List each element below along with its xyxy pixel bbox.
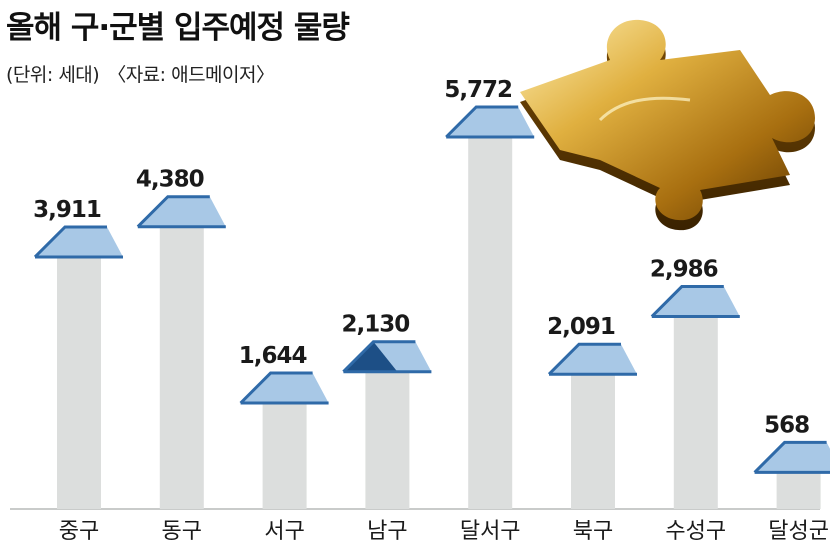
bar-roof [446, 107, 535, 137]
bar-8: 568 달성군 [753, 412, 830, 544]
bar-6: 2,091 북구 [547, 314, 637, 544]
bar-pillar [673, 316, 718, 509]
bar-roof-edge [650, 285, 724, 318]
category-label: 중구 [59, 519, 99, 544]
value-label: 3,911 [33, 197, 101, 223]
category-label: 수성구 [665, 519, 726, 544]
value-label: 1,644 [239, 343, 307, 369]
bar-roof [754, 442, 830, 473]
bar-roof [549, 344, 637, 375]
value-label: 2,130 [342, 312, 410, 338]
category-label: 서구 [264, 519, 304, 544]
unit-label: (단위: 세대) [6, 64, 100, 86]
bar-roof-edge [136, 195, 210, 228]
bar-pillar [468, 137, 513, 509]
source-label: 〈자료: 애드메이저〉 [107, 64, 275, 86]
bar-roof-edge [239, 371, 313, 405]
bar-roof-edge [753, 440, 827, 474]
bar-roof [137, 196, 226, 227]
bar-pillar [159, 226, 204, 509]
bar-3: 1,644 서구 [239, 343, 329, 544]
value-label: 5,772 [444, 77, 512, 103]
bar-1: 3,911 중구 [33, 197, 123, 544]
category-label: 북구 [573, 519, 613, 544]
bar-pillar [776, 472, 821, 509]
value-label: 2,986 [650, 257, 718, 283]
bar-4: 2,130 남구 [342, 312, 432, 544]
bar-roof-edge [445, 105, 519, 139]
bar-roof-shade [343, 341, 398, 372]
bar-roof-edge [342, 340, 416, 373]
bar-roof [240, 373, 329, 404]
bar-pillar [365, 371, 410, 509]
chart-subtitle: (단위: 세대) 〈자료: 애드메이저〉 [6, 60, 275, 87]
chart-title: 올해 구·군별 입주예정 물량 [6, 10, 350, 46]
value-label: 2,091 [547, 314, 615, 340]
category-label: 달성군 [768, 519, 829, 544]
bar-roof-edge [33, 225, 107, 259]
value-label: 4,380 [136, 167, 204, 193]
bar-roof-edge [547, 342, 621, 376]
bar-7: 2,986 수성구 [650, 257, 740, 544]
bar-roof [651, 286, 740, 317]
bar-pillar [262, 403, 307, 509]
puzzle-piece-icon [520, 19, 815, 231]
category-label: 달서구 [460, 519, 521, 544]
value-label: 568 [764, 412, 809, 438]
bar-2: 4,380 동구 [136, 167, 226, 544]
bar-pillar [571, 374, 615, 509]
category-label: 남구 [367, 519, 407, 544]
bar-5: 5,772 달서구 [444, 77, 535, 544]
bar-roof [35, 226, 123, 257]
category-label: 동구 [162, 519, 202, 544]
bar-pillar [57, 256, 101, 509]
